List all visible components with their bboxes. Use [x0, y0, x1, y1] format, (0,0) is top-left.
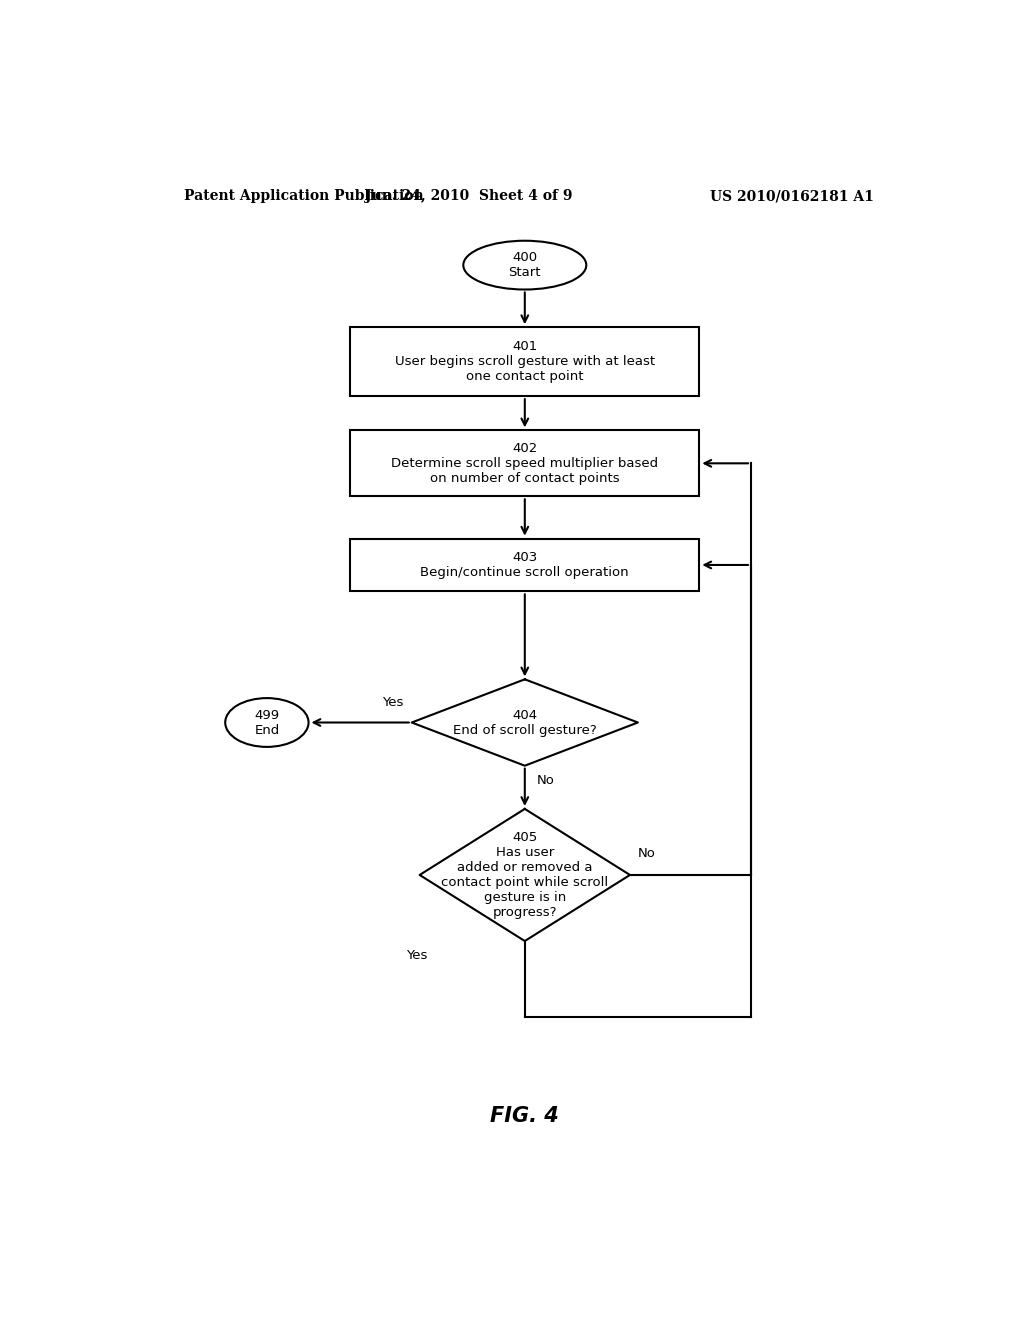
Ellipse shape — [463, 240, 587, 289]
Polygon shape — [412, 680, 638, 766]
Text: No: No — [537, 774, 555, 787]
Text: Jun. 24, 2010  Sheet 4 of 9: Jun. 24, 2010 Sheet 4 of 9 — [366, 189, 573, 203]
Bar — [350, 539, 699, 591]
Bar — [350, 430, 699, 496]
Polygon shape — [420, 809, 630, 941]
Text: FIG. 4: FIG. 4 — [490, 1106, 559, 1126]
Text: 403
Begin/continue scroll operation: 403 Begin/continue scroll operation — [421, 550, 629, 579]
Text: 402
Determine scroll speed multiplier based
on number of contact points: 402 Determine scroll speed multiplier ba… — [391, 442, 658, 484]
Bar — [350, 327, 699, 396]
Text: 400
Start: 400 Start — [509, 251, 541, 279]
Ellipse shape — [225, 698, 308, 747]
Text: Patent Application Publication: Patent Application Publication — [183, 189, 423, 203]
Text: 404
End of scroll gesture?: 404 End of scroll gesture? — [453, 709, 597, 737]
Text: 405
Has user
added or removed a
contact point while scroll
gesture is in
progres: 405 Has user added or removed a contact … — [441, 832, 608, 919]
Text: US 2010/0162181 A1: US 2010/0162181 A1 — [710, 189, 873, 203]
Text: Yes: Yes — [382, 696, 403, 709]
Text: No: No — [638, 846, 655, 859]
Text: 401
User begins scroll gesture with at least
one contact point: 401 User begins scroll gesture with at l… — [394, 341, 655, 383]
Text: Yes: Yes — [407, 949, 428, 962]
Text: 499
End: 499 End — [254, 709, 280, 737]
